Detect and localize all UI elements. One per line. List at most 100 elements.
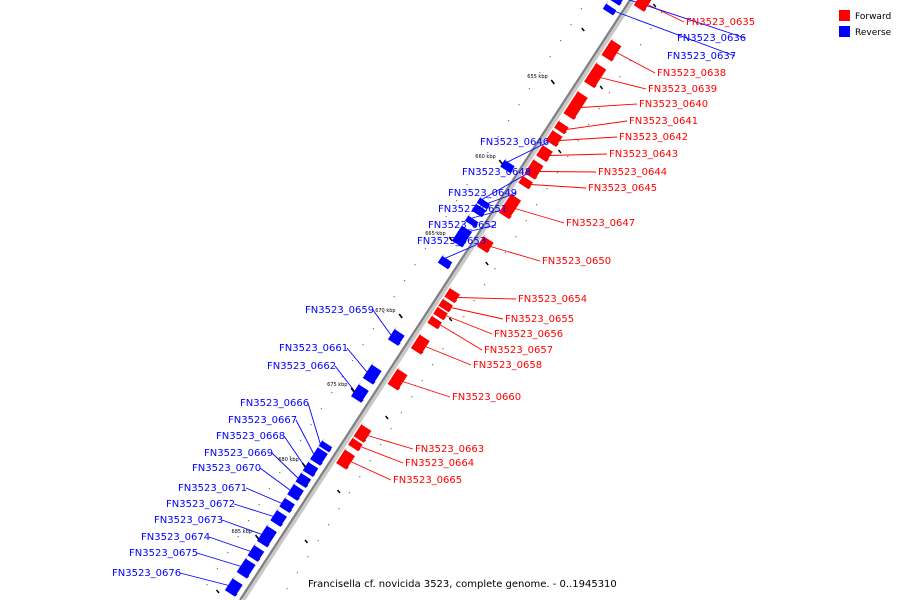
gene-fn3523-0646[interactable] [500, 157, 515, 174]
gene-fn3523-0659[interactable] [388, 326, 405, 346]
gene-fn3523-0651[interactable] [465, 213, 479, 228]
scale-dot [577, 140, 579, 142]
genome-backbone-shadow [241, 0, 635, 600]
scale-dot [362, 344, 364, 346]
gene-fn3523-0645[interactable] [518, 173, 533, 190]
gene-label: FN3523_0655 [505, 314, 574, 325]
scale-dot [435, 232, 437, 234]
scale-dot [286, 588, 288, 590]
gene-fn3523-0643[interactable] [536, 142, 553, 162]
scale-dot [258, 504, 260, 506]
scale-tick [350, 387, 355, 393]
gene-fn3523-0666[interactable] [318, 438, 333, 453]
gene-fn3523-0655[interactable] [438, 296, 453, 313]
gene-fn3523-0650[interactable] [477, 233, 494, 253]
scale-dot [372, 328, 374, 330]
gene-label: FN3523_0638 [657, 68, 726, 79]
gene-fn3523-0660[interactable] [387, 366, 408, 391]
gene-fn3523-0676[interactable] [224, 575, 243, 597]
gene-fn3523-0663[interactable] [353, 421, 372, 443]
gene-fn3523-0635[interactable] [633, 0, 652, 12]
gene-front-face [247, 545, 265, 562]
gene-labels: FN3523_0635 FN3523_0636 FN3523_0637 FN3523_… [112, 17, 755, 579]
scale-tick [254, 534, 260, 540]
scale-dot [424, 248, 426, 250]
gene-fn3523-0652[interactable] [452, 223, 472, 248]
scale-tick-label: 685 kbp [232, 529, 252, 535]
gene-front-face [433, 306, 448, 321]
scale-dot [393, 296, 395, 298]
gene-fn3523-0673[interactable] [257, 523, 277, 548]
gene-fn3523-0662[interactable] [351, 381, 369, 403]
gene-fn3523-0638[interactable] [601, 37, 622, 62]
gene-label: FN3523_0639 [648, 84, 717, 95]
label-leader [604, 7, 736, 57]
gene-label: FN3523_0650 [542, 256, 611, 267]
gene-fn3523-0658[interactable] [410, 332, 430, 355]
gene-fn3523-0671[interactable] [279, 495, 295, 513]
gene-label: FN3523_0645 [588, 183, 657, 194]
label-leader [372, 309, 392, 336]
label-leader [196, 552, 242, 567]
gene-fn3523-0665[interactable] [336, 447, 356, 470]
gene-front-face [477, 236, 494, 253]
gene-label: FN3523_0656 [494, 329, 563, 340]
feature-dash [304, 539, 309, 544]
gene-fn3523-0636[interactable] [609, 0, 627, 6]
feature-dash [385, 415, 389, 420]
gene-fn3523-0640[interactable] [563, 88, 588, 120]
label-leader [259, 467, 291, 491]
gene-front-face [545, 130, 563, 147]
gene-label: FN3523_0640 [639, 99, 708, 110]
label-leader [425, 346, 472, 366]
gene-fn3523-0648[interactable] [476, 195, 491, 210]
gene-fn3523-0653[interactable] [437, 253, 453, 270]
scale-dot [660, 12, 662, 14]
scale-tick [448, 236, 453, 242]
gene-fn3523-0637[interactable] [602, 1, 617, 16]
gene-fn3523-0674[interactable] [247, 542, 265, 562]
gene-label: FN3523_0676 [112, 568, 181, 579]
scale-dot [515, 236, 517, 238]
gene-label: FN3523_0674 [141, 532, 210, 543]
gene-label: FN3523_0672 [166, 499, 235, 510]
gene-fn3523-0656[interactable] [433, 304, 448, 321]
gene-fn3523-0657[interactable] [427, 313, 442, 330]
genome-backbone-line [239, 0, 631, 600]
scale-dot [497, 136, 499, 138]
gene-fn3523-0672[interactable] [270, 507, 287, 527]
gene-fn3523-0668[interactable] [302, 459, 319, 477]
legend-forward-swatch [839, 10, 850, 21]
gene-fn3523-0670[interactable] [287, 481, 304, 501]
legend-reverse-label: Reverse [855, 28, 892, 38]
gene-fn3523-0654[interactable] [444, 285, 460, 303]
gene-fn3523-0667[interactable] [310, 444, 328, 466]
gene-label: FN3523_0665 [393, 475, 462, 486]
gene-fn3523-0642[interactable] [545, 127, 563, 147]
scale-tick [398, 313, 403, 319]
scale-dot [348, 492, 350, 494]
label-leader [307, 402, 321, 445]
gene-fn3523-0669[interactable] [295, 470, 312, 488]
feature-dash [581, 27, 585, 32]
gene-fn3523-0649[interactable] [471, 201, 487, 218]
feature-dash [557, 149, 562, 154]
gene-front-face [310, 447, 328, 466]
gene-fn3523-0664[interactable] [348, 435, 363, 452]
scale-dot [456, 200, 458, 202]
label-leader [450, 307, 504, 320]
gene-fn3523-0647[interactable] [499, 191, 522, 220]
gene-fn3523-0641[interactable] [554, 118, 569, 135]
gene-label: FN3523_0675 [129, 548, 198, 559]
scale-dot [328, 524, 330, 526]
scale-tick-label: 655 kbp [527, 74, 547, 80]
gene-label: FN3523_0662 [267, 361, 336, 372]
gene-label: FN3523_0659 [305, 305, 374, 316]
gene-fn3523-0644[interactable] [524, 157, 544, 180]
gene-label: FN3523_0635 [686, 17, 755, 28]
gene-fn3523-0639[interactable] [584, 60, 607, 89]
scale-dot [463, 316, 465, 318]
gene-fn3523-0661[interactable] [362, 361, 382, 385]
gene-fn3523-0675[interactable] [236, 555, 256, 579]
